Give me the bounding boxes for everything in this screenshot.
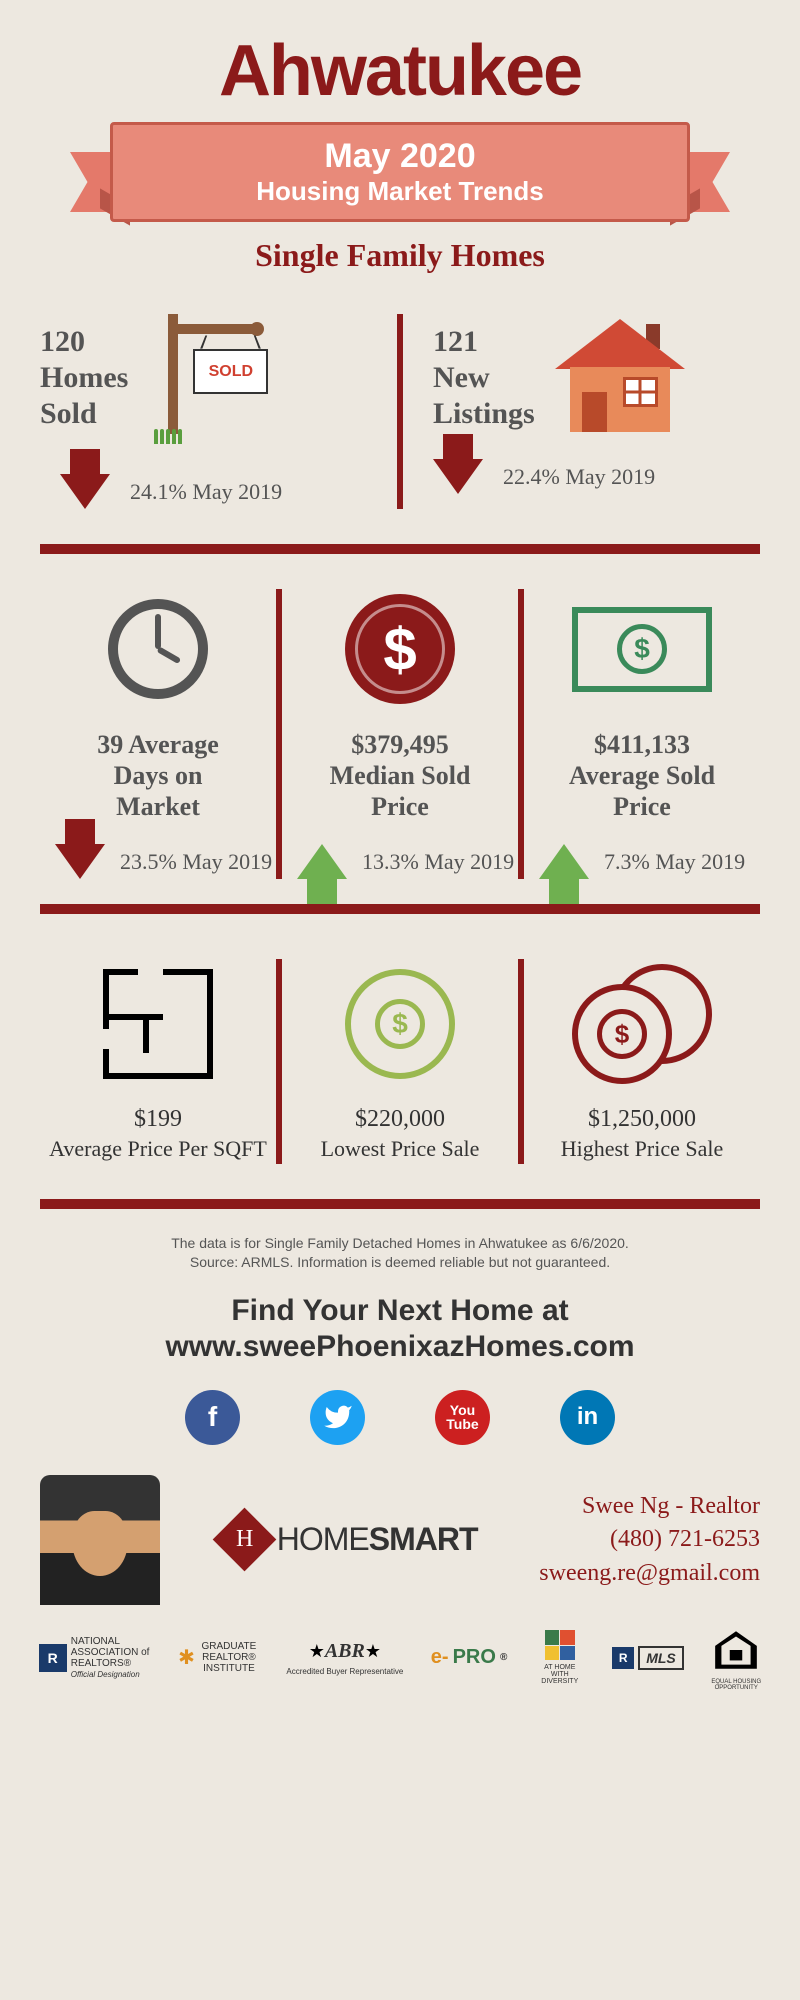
contact-info: Swee Ng - Realtor (480) 721-6253 sweeng.… [539, 1490, 760, 1591]
banner-subtitle: Housing Market Trends [133, 176, 667, 207]
subtitle: Single Family Homes [20, 237, 780, 274]
coins-double-icon: $ [572, 964, 712, 1084]
main-title: Ahwatukee [20, 30, 780, 112]
gri-cert: ✱ GRADUATE REALTOR® INSTITUTE [178, 1641, 259, 1674]
arrow-down-icon [55, 844, 105, 879]
realtor-phone[interactable]: (480) 721-6253 [539, 1523, 760, 1557]
price-sqft-value: $199 [134, 1106, 182, 1132]
divider [40, 904, 760, 914]
youtube-icon[interactable]: You Tube [435, 1390, 490, 1445]
house-icon [555, 319, 685, 439]
new-listings-value: 121 [433, 324, 535, 360]
brand-icon: H [212, 1508, 276, 1572]
median-price-value: $379,495 [351, 730, 449, 759]
coin-outline-icon: $ [345, 969, 455, 1079]
homes-sold-value: 120 [40, 324, 128, 360]
homes-sold-label1: Homes [40, 360, 128, 396]
realtor-name: Swee Ng - Realtor [539, 1490, 760, 1524]
realtor-photo [40, 1475, 160, 1605]
coin-icon: $ [345, 594, 455, 704]
arrow-down-icon [60, 474, 110, 509]
cta-text: Find Your Next Home at www.sweePhoenixaz… [0, 1293, 800, 1365]
mid-stats-section: 39 Average Days on Market 23.5% May 2019… [0, 569, 800, 889]
nar-cert: R NATIONAL ASSOCIATION of REALTORS®Offic… [39, 1636, 151, 1680]
disclaimer: The data is for Single Family Detached H… [40, 1234, 760, 1273]
mls-cert: R MLS [612, 1646, 684, 1670]
date-banner: May 2020 Housing Market Trends [110, 122, 690, 222]
new-listings-pct: 22.4% May 2019 [503, 464, 655, 490]
new-listings-label2: Listings [433, 396, 535, 432]
eho-cert: EQUAL HOUSING OPPORTUNITY [711, 1625, 761, 1691]
median-price-pct: 13.3% May 2019 [362, 849, 514, 875]
homes-sold-pct: 24.1% May 2019 [130, 479, 282, 505]
divider [40, 1199, 760, 1209]
avg-price-pct: 7.3% May 2019 [604, 849, 745, 875]
diversity-cert: AT HOME WITH DIVERSITY [535, 1630, 585, 1685]
arrow-up-icon [539, 844, 589, 879]
arrow-up-icon [297, 844, 347, 879]
brand-logo: H HOMESMART [180, 1517, 519, 1562]
clock-icon [108, 599, 208, 699]
certifications-row: R NATIONAL ASSOCIATION of REALTORS®Offic… [0, 1620, 800, 1706]
banner-month: May 2020 [133, 137, 667, 176]
arrow-down-icon [433, 459, 483, 494]
days-market-value: 39 Average [97, 730, 219, 759]
twitter-icon[interactable] [310, 1390, 365, 1445]
social-links: f You Tube in [0, 1390, 800, 1445]
floorplan-icon [103, 969, 213, 1079]
homes-sold-label2: Sold [40, 396, 128, 432]
days-market-pct: 23.5% May 2019 [120, 849, 272, 875]
realtor-email[interactable]: sweeng.re@gmail.com [539, 1557, 760, 1591]
dollar-bill-icon: $ [572, 607, 712, 692]
divider [40, 544, 760, 554]
sold-sign-icon: SOLD [148, 314, 268, 454]
facebook-icon[interactable]: f [185, 1390, 240, 1445]
lowest-price-value: $220,000 [355, 1106, 445, 1132]
top-stats-section: 120 Homes Sold SOLD 24.1% May 2019 121 N… [0, 284, 800, 529]
bottom-stats-section: $199 Average Price Per SQFT $ $220,000 L… [0, 929, 800, 1184]
avg-price-value: $411,133 [594, 730, 690, 759]
linkedin-icon[interactable]: in [560, 1390, 615, 1445]
footer: H HOMESMART Swee Ng - Realtor (480) 721-… [0, 1475, 800, 1620]
highest-price-value: $1,250,000 [588, 1106, 696, 1132]
epro-cert: e-PRO® [431, 1646, 508, 1669]
abr-cert: ★ABR★ Accredited Buyer Representative [286, 1640, 403, 1676]
new-listings-label1: New [433, 360, 535, 396]
